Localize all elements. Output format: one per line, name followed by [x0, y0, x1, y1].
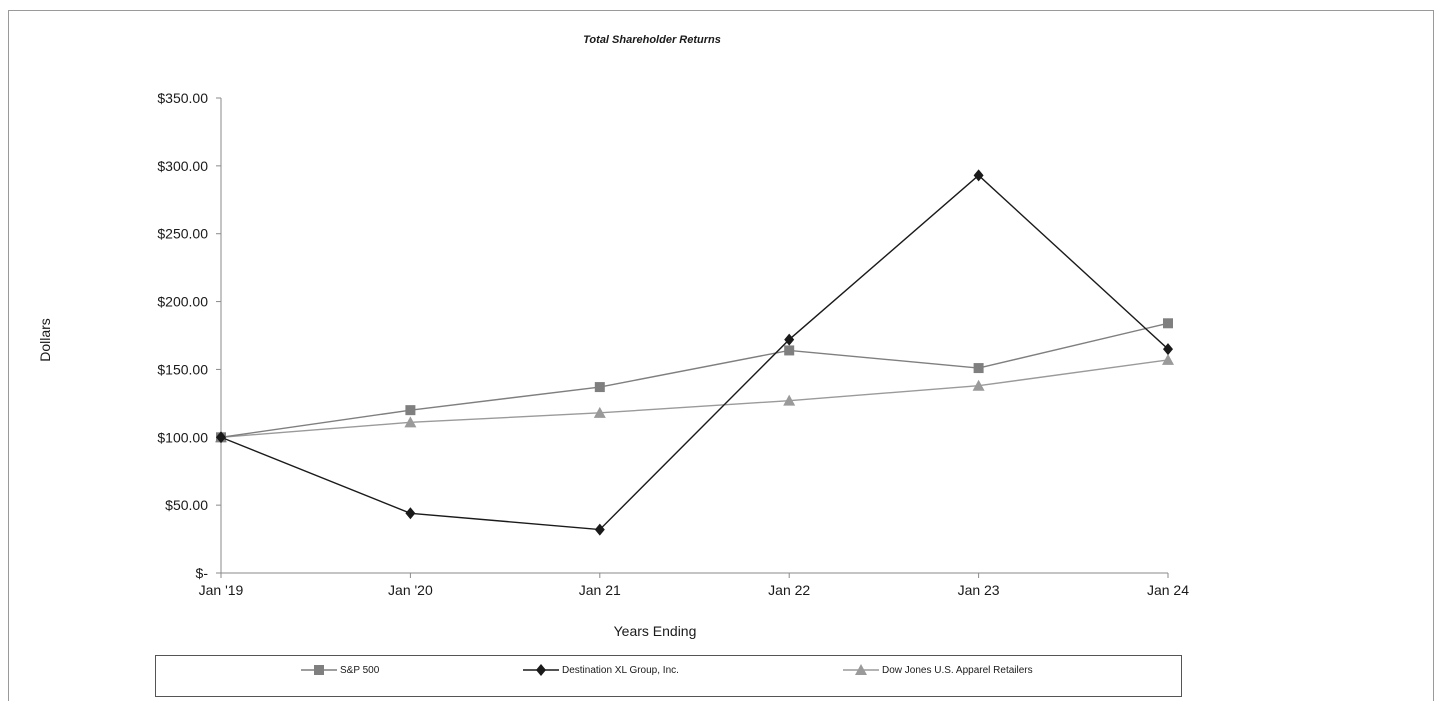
axes: $- $50.00 $100.00 $150.00 $200.00 $250.00 $300…: [157, 90, 1189, 598]
line-chart: Total Shareholder Returns Dollars Years …: [37, 34, 1189, 639]
legend-marker: [314, 665, 324, 675]
y-tick-label: $250.00: [157, 226, 208, 242]
data-point: [784, 333, 795, 346]
y-tick-label: $200.00: [157, 294, 208, 310]
data-point: [405, 507, 416, 520]
x-axis-label: Years Ending: [614, 623, 697, 639]
data-point: [594, 382, 605, 393]
y-tick-label: $-: [196, 565, 209, 581]
chart-title: Total Shareholder Returns: [583, 34, 721, 46]
legend-item: S&P 500: [301, 662, 379, 678]
series-triangle: [215, 353, 1174, 443]
legend-swatch: [523, 664, 559, 676]
data-point: [1162, 353, 1174, 365]
data-point: [783, 394, 796, 406]
legend: S&P 500 Destination XL Group, Inc. Dow Jon…: [155, 655, 1182, 697]
data-point: [1163, 318, 1173, 329]
legend-swatch: [301, 665, 337, 675]
legend-marker: [536, 664, 546, 676]
y-tick-label: $300.00: [157, 158, 208, 174]
series-layer: [215, 169, 1174, 536]
series-line: [220, 359, 1169, 438]
data-point: [404, 416, 417, 428]
y-tick-label: $50.00: [165, 497, 208, 513]
legend-swatch: [843, 664, 879, 675]
x-tick-label: Jan '20: [388, 582, 433, 598]
legend-label: Destination XL Group, Inc.: [562, 664, 679, 676]
y-tick-label: $100.00: [157, 429, 208, 445]
legend-label: Dow Jones U.S. Apparel Retailers: [882, 664, 1033, 676]
data-point: [216, 431, 226, 444]
series-square: [216, 318, 1173, 443]
data-point: [405, 405, 416, 416]
legend-item: Destination XL Group, Inc.: [523, 662, 679, 678]
x-tick-label: Jan 24: [1147, 582, 1189, 598]
y-axis-label: Dollars: [37, 318, 53, 362]
data-point: [784, 345, 795, 356]
x-tick-label: Jan 23: [958, 582, 1000, 598]
data-point: [973, 169, 984, 182]
series-line: [220, 322, 1169, 438]
chart-frame: [8, 10, 1434, 701]
x-tick-label: Jan '19: [199, 582, 244, 598]
series-diamond: [216, 169, 1173, 536]
x-tick-label: Jan 22: [768, 582, 810, 598]
legend-marker: [855, 664, 867, 675]
data-point: [594, 523, 605, 536]
series-line: [220, 174, 1169, 531]
data-point: [973, 363, 984, 374]
y-tick-label: $150.00: [157, 361, 208, 377]
x-tick-label: Jan 21: [579, 582, 621, 598]
data-point: [593, 406, 606, 418]
data-point: [972, 379, 985, 391]
legend-label: S&P 500: [340, 664, 380, 676]
data-point: [1163, 343, 1173, 356]
legend-item: Dow Jones U.S. Apparel Retailers: [843, 662, 1033, 678]
y-tick-label: $350.00: [157, 90, 208, 106]
